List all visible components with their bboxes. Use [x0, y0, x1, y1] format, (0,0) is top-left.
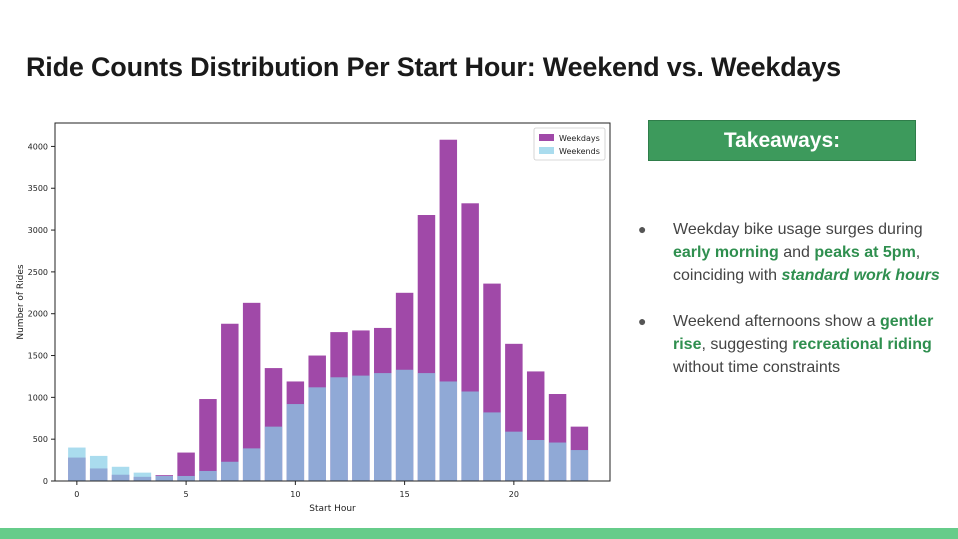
y-tick-label-0: 0 [43, 477, 48, 486]
weekends-bar-2 [111, 466, 130, 481]
weekends-bar-16 [417, 373, 436, 481]
weekends-bar-7 [221, 461, 239, 481]
weekends-bar-8 [242, 448, 261, 481]
bullet-1-segment-4: peaks at 5pm [814, 244, 916, 261]
weekends-bar-18 [461, 391, 479, 481]
plot-frame [54, 122, 611, 482]
bullet-1-segment-5: , coinciding with [673, 244, 921, 284]
slide-title: Ride Counts Distribution Per Start Hour:… [26, 52, 841, 82]
footer-bar [0, 528, 958, 539]
takeaways-header: Takeaways: [648, 120, 916, 161]
bullet-1-segment-1: Weekday bike usage surges during [673, 221, 923, 238]
y-tick-label-2000: 2000 [28, 310, 48, 319]
bullet-2-segment-5: without time constraints [673, 359, 841, 376]
y-tick-label-2500: 2500 [28, 268, 48, 277]
weekends-bar-23 [570, 450, 589, 481]
ride-counts-chart: 0 5 10 15 20 0 500 1000 1500 2000 2500 3000 3500 4000… [16, 122, 611, 514]
legend-label-weekends: Weekends [559, 147, 600, 156]
x-tick-label-10: 10 [290, 490, 300, 499]
takeaway-bullets: ● Weekday bike usage surges during early… [638, 218, 948, 402]
weekends-bar-10 [286, 404, 305, 481]
bullet-2-segment-4: recreational riding [792, 336, 932, 353]
weekends-bar-21 [526, 440, 545, 481]
weekdays-bar-7 [221, 323, 239, 481]
weekends-bar-13 [352, 375, 370, 481]
weekends-bar-9 [264, 426, 283, 481]
legend-swatch-weekdays [539, 134, 554, 141]
bullet-1-segment-2: early morning [673, 244, 779, 261]
bullet-item-2: ● Weekend afternoons show a gentler rise… [638, 310, 948, 379]
bullet-item-1: ● Weekday bike usage surges during early… [638, 218, 948, 287]
weekends-bar-1 [89, 455, 108, 481]
weekends-bar-19 [483, 412, 501, 481]
x-tick-label-15: 15 [400, 490, 410, 499]
bullet-1-segment-3: and [778, 244, 815, 261]
bullet-text-1: Weekday bike usage surges during early m… [673, 218, 948, 287]
weekdays-bar-5 [177, 452, 195, 481]
weekends-bar-6 [199, 470, 217, 481]
weekends-bar-17 [439, 381, 458, 481]
bullet-1-segment-6: standard work hours [781, 267, 940, 284]
x-tick-label-0: 0 [74, 490, 79, 499]
weekdays-bar-6 [199, 399, 217, 481]
weekends-bar-15 [395, 369, 414, 481]
x-tick-label-5: 5 [184, 490, 189, 499]
weekends-bar-5 [177, 475, 195, 481]
legend-swatch-weekends [539, 147, 554, 154]
y-tick-label-1000: 1000 [28, 393, 48, 402]
legend-label-weekdays: Weekdays [559, 134, 600, 143]
x-axis-label: Start Hour [309, 504, 356, 514]
y-tick-label-3000: 3000 [28, 226, 48, 235]
weekends-bar-11 [308, 387, 326, 481]
bullet-dot-icon: ● [638, 221, 647, 237]
y-tick-label-3500: 3500 [28, 184, 48, 193]
weekends-bar-12 [330, 377, 348, 481]
bullet-2-segment-2: gentler rise [673, 313, 934, 353]
bullet-2-segment-1: Weekend afternoons show a [673, 313, 880, 330]
bullet-2-segment-3: , suggesting [701, 336, 793, 353]
weekends-bar-20 [505, 431, 523, 481]
weekends-bar-14 [374, 373, 392, 481]
bullet-text-2: Weekend afternoons show a gentler rise, … [673, 310, 948, 379]
y-tick-label-4000: 4000 [28, 142, 48, 151]
y-axis-label: Number of Rides [16, 264, 26, 340]
y-tick-label-500: 500 [33, 435, 48, 444]
bullet-dot-icon: ● [638, 313, 647, 329]
weekends-bar-0 [68, 447, 86, 481]
weekdays-bar-8 [242, 302, 261, 481]
weekends-bar-22 [548, 442, 567, 481]
x-tick-label-20: 20 [509, 490, 519, 499]
weekends-bar-3 [133, 472, 152, 481]
weekends-bar-4 [155, 475, 173, 481]
y-tick-label-1500: 1500 [28, 352, 48, 361]
